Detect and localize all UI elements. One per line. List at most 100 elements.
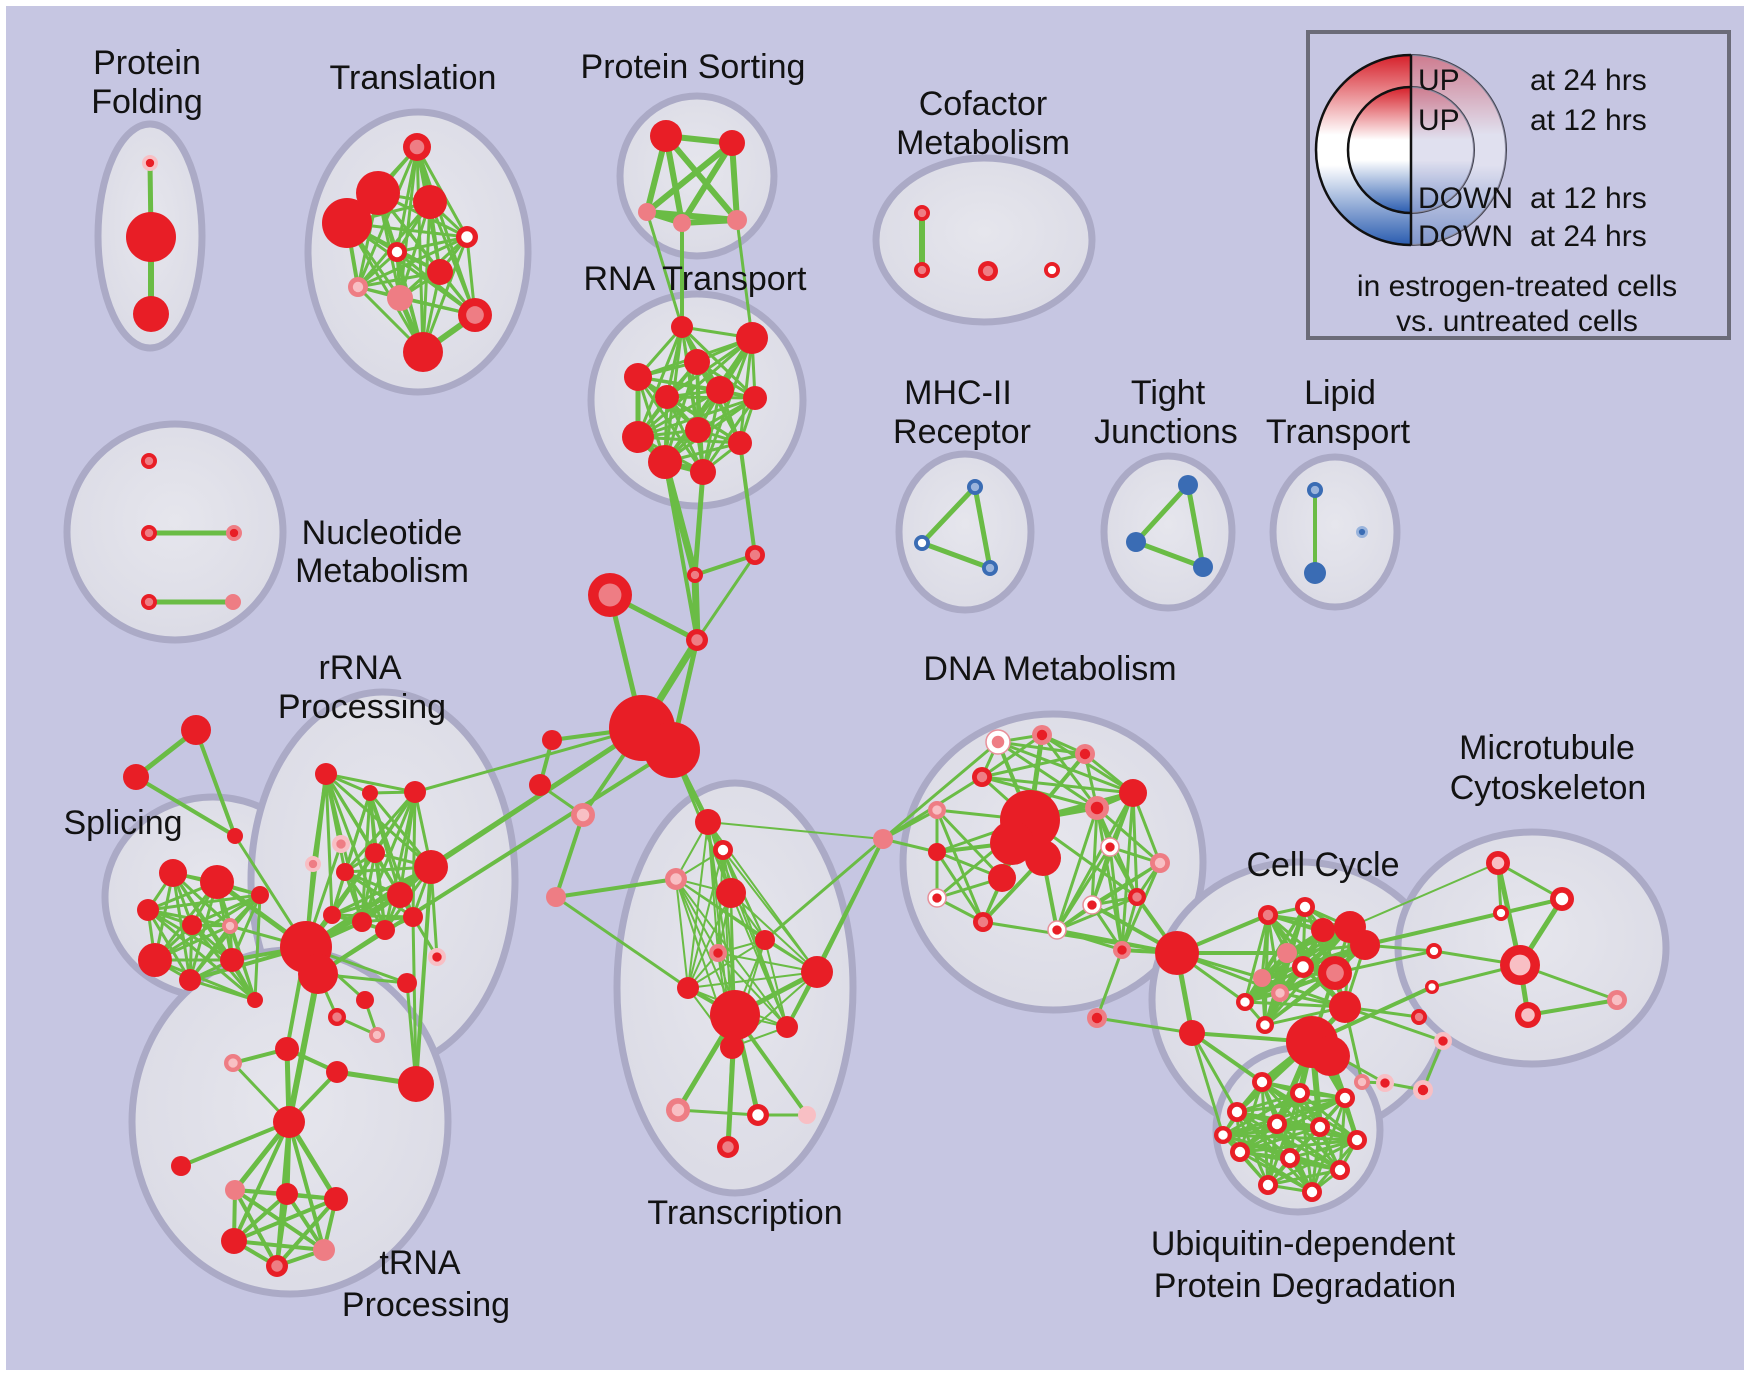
network-node-outer [324, 1187, 348, 1211]
mesh-edge [1266, 1168, 1342, 1187]
network-node-outer [225, 594, 241, 610]
mesh-edge [687, 892, 732, 989]
mesh-edge [722, 849, 818, 973]
network-node-outer [375, 920, 395, 940]
network-node-inner [1314, 1121, 1326, 1133]
network-node-outer [719, 130, 745, 156]
mesh-edge [687, 939, 766, 989]
network-node-inner [1358, 528, 1366, 536]
network-node-inner [1234, 1146, 1246, 1158]
network-node-inner [432, 952, 442, 962]
network-node-outer [403, 907, 423, 927]
network-node-outer [365, 843, 385, 863]
network-node-inner [1132, 892, 1142, 902]
network-edge [1190, 1031, 1225, 1137]
network-node-outer [650, 120, 682, 152]
network-node-inner [598, 583, 622, 607]
network-node-inner [1428, 983, 1436, 991]
network-node-outer [743, 386, 767, 410]
network-node-inner [576, 808, 590, 822]
network-edge [972, 484, 993, 571]
network-node-inner [1521, 1008, 1535, 1022]
network-node-outer [671, 316, 693, 338]
legend-inner-right-fade [1411, 87, 1474, 213]
network-edge [287, 1120, 326, 1252]
cluster-label-rna-transport: RNA Transport [584, 260, 808, 298]
network-node-inner [713, 948, 723, 958]
mesh-edge [232, 1197, 338, 1243]
network-node-inner [671, 1103, 685, 1117]
network-node-outer [133, 296, 169, 332]
mesh-edge [1095, 806, 1162, 865]
network-node-inner [145, 158, 155, 168]
mesh-edge [675, 878, 719, 954]
mesh-edge [644, 140, 735, 215]
network-edge [1133, 539, 1206, 570]
network-edge [692, 469, 706, 578]
network-edge [413, 726, 644, 794]
network-node-inner [691, 634, 703, 646]
legend-row-dir: DOWN [1418, 220, 1513, 253]
network-node-inner [271, 1260, 283, 1272]
network-node-outer [638, 203, 656, 221]
legend-row-time: at 24 hrs [1530, 64, 1647, 97]
mesh-edge [146, 908, 257, 1002]
mesh-edge [1235, 1110, 1342, 1172]
network-node-outer [695, 809, 721, 835]
network-edge [981, 920, 1179, 955]
mesh-edge [935, 850, 985, 924]
network-node-inner [1117, 945, 1127, 955]
network-node-inner [144, 456, 154, 466]
network-node-inner [749, 549, 761, 561]
mesh-edge [1221, 1133, 1359, 1142]
cluster-label-trna-processing: tRNA [379, 1244, 461, 1282]
network-node-inner [461, 231, 473, 243]
network-node-outer [622, 421, 654, 453]
mesh-edge [428, 200, 477, 317]
network-node-outer [1310, 1036, 1350, 1076]
network-edge [707, 821, 884, 840]
network-node-outer [776, 1016, 798, 1038]
network-edge [554, 895, 690, 990]
network-edge [1190, 1031, 1264, 1084]
network-node-outer [221, 1228, 247, 1254]
network-node-outer [677, 977, 699, 999]
cluster-label-rrna-processing: rRNA [318, 649, 401, 687]
mesh-edge [356, 270, 442, 289]
cluster-label-transcription: Transcription [647, 1194, 842, 1232]
cluster-label-microtubule-cytoskeleton: Microtubule [1459, 729, 1635, 767]
network-node-inner [1091, 1012, 1103, 1024]
mesh-edge [980, 733, 1044, 779]
network-edge [881, 740, 1000, 841]
network-node-inner [977, 916, 989, 928]
network-edge [134, 775, 237, 838]
network-edge [324, 772, 343, 846]
network-edge [194, 728, 237, 838]
network-edge [179, 1120, 291, 1168]
network-node-outer [220, 948, 244, 972]
network-node-inner [1414, 1012, 1424, 1022]
mesh-edge [383, 790, 417, 932]
network-node-outer [755, 930, 775, 950]
network-node-outer [315, 763, 337, 785]
cluster-label-tight-junctions: Tight [1131, 374, 1206, 412]
mesh-edge [324, 772, 334, 917]
network-node-outer [404, 781, 426, 803]
mesh-edge [1131, 791, 1139, 899]
network-node-outer [159, 859, 187, 887]
legend-row-dir: UP [1418, 64, 1460, 97]
cluster-label-trna-processing: Processing [342, 1286, 510, 1324]
network-edge [286, 971, 321, 1125]
network-node-inner [144, 528, 154, 538]
network-node-outer [624, 363, 652, 391]
network-node-inner [1417, 1084, 1429, 1096]
network-edge [763, 837, 885, 942]
legend-row-time: at 12 hrs [1530, 104, 1647, 137]
network-node-outer [398, 1066, 434, 1102]
network-node-outer [1119, 779, 1147, 807]
network-node-outer [684, 349, 710, 375]
mesh-edge [324, 772, 417, 794]
network-node-inner [1438, 1036, 1448, 1046]
network-node-inner [932, 893, 942, 903]
